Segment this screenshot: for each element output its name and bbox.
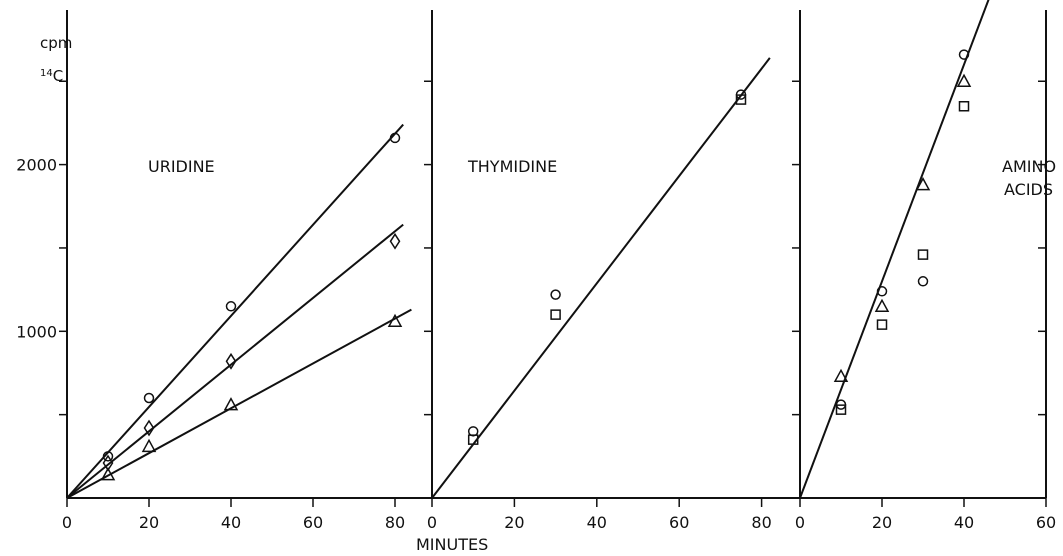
panel1-fit-line-3 bbox=[66, 308, 412, 499]
panel1-circle-point bbox=[102, 451, 114, 462]
uridine-panel: cpm 14C URIDINE 0 20 40 60 80 1000 2000 bbox=[16, 10, 432, 532]
panel1-triangle-point bbox=[141, 438, 157, 453]
amino-acids-title-line1: AMINO bbox=[1002, 157, 1056, 176]
panel3-triangle-point bbox=[915, 177, 931, 191]
panel1-diamond-point bbox=[225, 352, 237, 370]
uridine-y-tick-label: 1000 bbox=[16, 322, 57, 341]
panel1-diamond-point bbox=[143, 419, 155, 437]
panel3-x-tick-label: 0 bbox=[795, 513, 805, 532]
panel1-x-tick-label: 40 bbox=[221, 513, 241, 532]
y-axis-label-isotope: 14C bbox=[40, 67, 63, 85]
panel3-circle-point bbox=[958, 49, 970, 60]
panel1-triangle-point bbox=[100, 467, 116, 481]
panel2-x-tick-label: 20 bbox=[504, 513, 524, 532]
panel1-triangle-point bbox=[223, 397, 239, 411]
panel3-x-tick-label: 60 bbox=[1036, 513, 1056, 532]
panel2-x-tick-label: 60 bbox=[669, 513, 689, 532]
panel3-square-point bbox=[917, 249, 929, 260]
panel3-square-point bbox=[876, 319, 888, 330]
thymidine-title: THYMIDINE bbox=[467, 157, 557, 176]
panel3-square-point bbox=[958, 101, 970, 112]
panel2-square-point bbox=[467, 434, 479, 445]
thymidine-panel: THYMIDINE 0 20 40 60 80 bbox=[427, 10, 800, 532]
panel1-circle-point bbox=[143, 392, 155, 404]
panel2-square-point bbox=[550, 309, 561, 320]
panel1-x-tick-label: 20 bbox=[139, 513, 159, 532]
panel2-x-tick-label: 0 bbox=[427, 513, 437, 532]
panel1-x-tick-label: 80 bbox=[385, 513, 405, 532]
panel3-triangle-point bbox=[956, 73, 972, 87]
amino-acids-title-line2: ACIDS bbox=[1004, 180, 1053, 199]
amino-acids-panel: AMINO ACIDS 0 20 40 60 bbox=[795, 0, 1056, 532]
panel2-x-tick-label: 80 bbox=[751, 513, 771, 532]
panel1-circle-point bbox=[225, 301, 237, 312]
panel3-circle-point bbox=[917, 276, 929, 287]
panel2-x-tick-label: 40 bbox=[587, 513, 607, 532]
panel2-circle-point bbox=[550, 289, 561, 300]
panel1-x-tick-label: 60 bbox=[303, 513, 323, 532]
panel3-triangle-point bbox=[874, 298, 890, 313]
panel1-circle-point bbox=[389, 132, 401, 144]
panel3-x-tick-label: 20 bbox=[872, 513, 892, 532]
x-axis-label: MINUTES bbox=[416, 535, 488, 554]
panel3-circle-point bbox=[876, 286, 888, 297]
panel3-square-point bbox=[835, 404, 847, 415]
panel1-triangle-point bbox=[387, 313, 403, 328]
panel3-x-tick-label: 40 bbox=[954, 513, 974, 532]
y-axis-label-cpm: cpm bbox=[40, 34, 72, 52]
panel1-diamond-point bbox=[389, 232, 401, 250]
uridine-y-tick-label: 2000 bbox=[16, 156, 57, 175]
panel1-x-tick-label: 0 bbox=[62, 513, 72, 532]
panel3-fit-line-1 bbox=[799, 0, 990, 499]
panel2-fit-line-1 bbox=[431, 57, 771, 499]
uridine-title: URIDINE bbox=[148, 157, 215, 176]
panel3-triangle-point bbox=[833, 368, 849, 383]
y-axis-label-isotope-sup: 14 bbox=[40, 68, 53, 79]
panel2-square-point bbox=[735, 94, 747, 105]
panel1-fit-line-1 bbox=[66, 123, 404, 499]
y-axis-label-isotope-base: C bbox=[53, 67, 63, 85]
